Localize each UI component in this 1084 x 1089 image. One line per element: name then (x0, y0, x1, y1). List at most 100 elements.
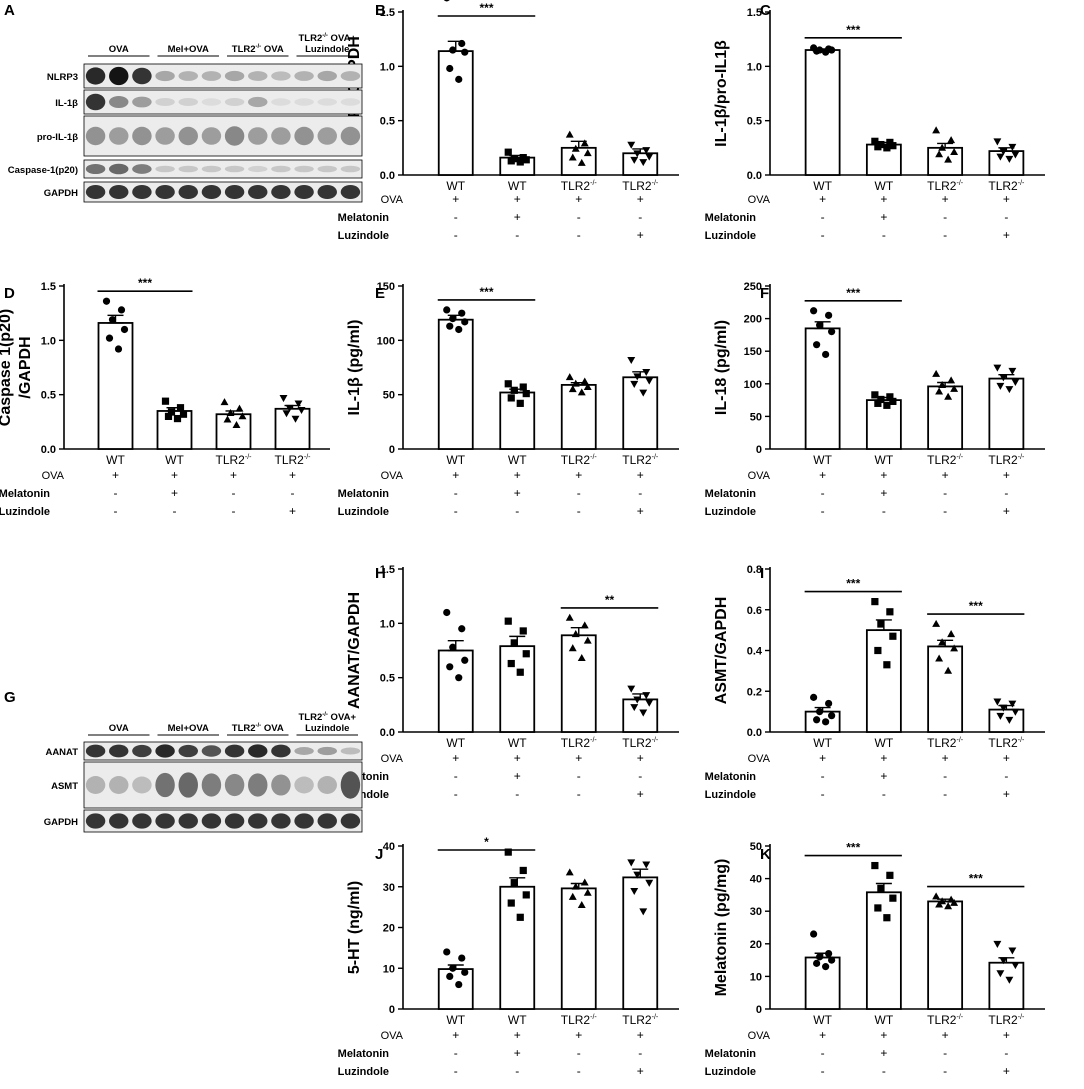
data-point (996, 153, 1005, 161)
data-point (999, 148, 1008, 156)
data-point (120, 325, 129, 334)
blot-band (132, 126, 152, 146)
y-axis-label: 5-HT (ng/ml) (346, 881, 363, 974)
data-point (642, 368, 651, 376)
blot-band (271, 127, 291, 145)
blot-band (294, 747, 314, 755)
condition-value: - (454, 1046, 458, 1060)
condition-value: + (112, 468, 119, 482)
y-tick-label: 50 (750, 411, 762, 423)
condition-value: + (1003, 1064, 1010, 1078)
data-point (458, 625, 466, 633)
blot-band (132, 184, 152, 200)
y-tick-label: 0 (389, 444, 395, 456)
x-tick-label: WT (508, 736, 527, 750)
condition-value: - (577, 787, 581, 801)
condition-value: - (943, 1064, 947, 1078)
data-point (630, 380, 639, 388)
blot-band (155, 744, 175, 758)
condition-value: + (637, 192, 644, 206)
condition-value: + (514, 486, 521, 500)
condition-value: - (882, 1064, 886, 1078)
data-point (1011, 151, 1020, 159)
blot-band (155, 165, 175, 173)
y-tick-label: 10 (750, 971, 762, 983)
y-tick-label: 40 (750, 874, 762, 886)
blot-group-label: TLR2-/- OVA+ (299, 33, 357, 44)
condition-value: - (943, 210, 947, 224)
y-tick-label: 100 (377, 335, 395, 347)
bar (622, 698, 659, 733)
condition-value: - (577, 504, 581, 518)
x-tick-label: WT (813, 453, 832, 467)
data-point (577, 900, 586, 908)
y-tick-label: 1.5 (747, 7, 762, 19)
blot-group-label: Mel+OVA (168, 44, 209, 55)
x-tick-label: TLR2-/- (622, 736, 659, 750)
y-tick-label: 0.5 (41, 390, 56, 402)
data-point (810, 693, 818, 701)
y-tick-label: 0.0 (747, 170, 762, 182)
condition-value: + (637, 228, 644, 242)
y-axis-label: IL-18 (pg/ml) (713, 320, 730, 415)
data-point (285, 404, 294, 412)
data-point (176, 404, 185, 412)
condition-value: - (454, 769, 458, 783)
condition-value: + (289, 468, 296, 482)
condition-value: + (575, 1028, 582, 1042)
data-point (883, 401, 891, 409)
y-axis-label: Melatonin (pg/mg) (713, 859, 730, 997)
data-point (443, 306, 451, 314)
blot-band (224, 165, 245, 173)
condition-value: - (821, 504, 825, 518)
blot-band (248, 184, 268, 200)
data-point (944, 392, 953, 400)
y-axis-label: AANAT/GAPDH (346, 592, 363, 709)
blot-band (271, 774, 291, 796)
data-point (889, 894, 897, 902)
data-point (235, 404, 244, 412)
bar (622, 152, 659, 176)
condition-label: Melatonin (338, 1048, 390, 1060)
blot-band (109, 744, 129, 758)
y-axis-label: IL-1β/pro-IL1β (713, 40, 730, 147)
blot-band (178, 165, 198, 173)
data-point (627, 859, 636, 867)
data-point (583, 149, 592, 157)
condition-value: - (577, 1046, 581, 1060)
blot-group-label: TLR2-/- OVA+ (299, 712, 357, 723)
data-point (577, 653, 586, 661)
significance-label: * (484, 835, 489, 849)
condition-value: - (515, 228, 519, 242)
data-point (947, 376, 956, 384)
blot-band (271, 71, 291, 81)
condition-value: - (1004, 486, 1008, 500)
x-tick-label: WT (875, 179, 894, 193)
data-point (630, 156, 639, 164)
panel-letter: J (375, 846, 383, 863)
data-point (455, 75, 463, 83)
condition-value: + (880, 1028, 887, 1042)
y-tick-label: 1.0 (747, 61, 762, 73)
blot-band (317, 165, 337, 173)
blot-row-label: AANAT (45, 747, 78, 758)
data-point (630, 887, 639, 895)
panel-i: I 0.0 0.2 0.4 0.6 0.8 ASMT/GAPDH WT WT TLR2-/- TLR… (705, 564, 1045, 801)
data-point (825, 311, 833, 319)
data-point (522, 891, 530, 899)
data-point (507, 157, 515, 165)
blot-band (271, 98, 291, 106)
data-point (877, 884, 885, 892)
condition-label: Luzindole (705, 230, 756, 242)
condition-value: + (942, 192, 949, 206)
panel-j: J 0 10 20 30 40 5-HT (ng/ml) WT WT TLR2-/- TLR2-/-… (338, 835, 679, 1078)
condition-value: - (454, 210, 458, 224)
data-point (950, 384, 959, 392)
blot-band (178, 744, 198, 758)
data-point (223, 415, 232, 423)
condition-value: + (942, 751, 949, 765)
bar (274, 407, 311, 450)
blot-row-label: pro-IL-1β (37, 132, 78, 143)
condition-label: OVA (748, 1030, 771, 1042)
